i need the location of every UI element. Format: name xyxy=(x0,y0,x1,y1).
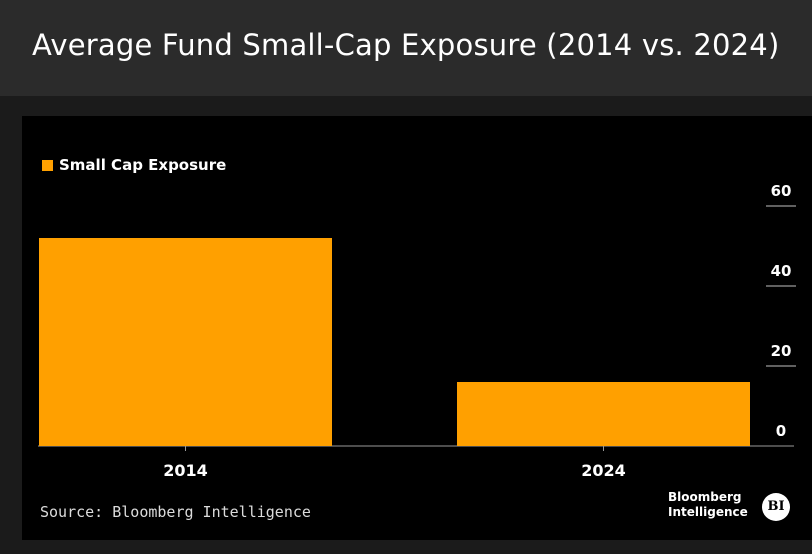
legend-swatch xyxy=(42,159,53,171)
chart-legend: Small Cap Exposure xyxy=(42,156,226,174)
chart-header: Average Fund Small-Cap Exposure (2014 vs… xyxy=(0,0,812,96)
y-tick-label: 0 xyxy=(776,422,786,440)
source-note: Source: Bloomberg Intelligence xyxy=(40,503,311,521)
y-tick-label: 20 xyxy=(771,342,792,360)
bar-2014 xyxy=(39,238,332,446)
legend-label: Small Cap Exposure xyxy=(59,156,227,174)
y-tick-label: 40 xyxy=(771,262,792,280)
bi-logo-icon: BI xyxy=(762,493,790,521)
brand-line-1: Bloomberg xyxy=(668,490,742,504)
x-tick-label: 2014 xyxy=(163,461,208,480)
chart-title: Average Fund Small-Cap Exposure (2014 vs… xyxy=(32,28,780,62)
bar-2024 xyxy=(457,382,750,446)
brand-logo: Bloomberg Intelligence xyxy=(668,490,748,520)
y-tick-label: 60 xyxy=(771,182,792,200)
x-tick-label: 2024 xyxy=(581,461,626,480)
brand-line-2: Intelligence xyxy=(668,505,748,519)
